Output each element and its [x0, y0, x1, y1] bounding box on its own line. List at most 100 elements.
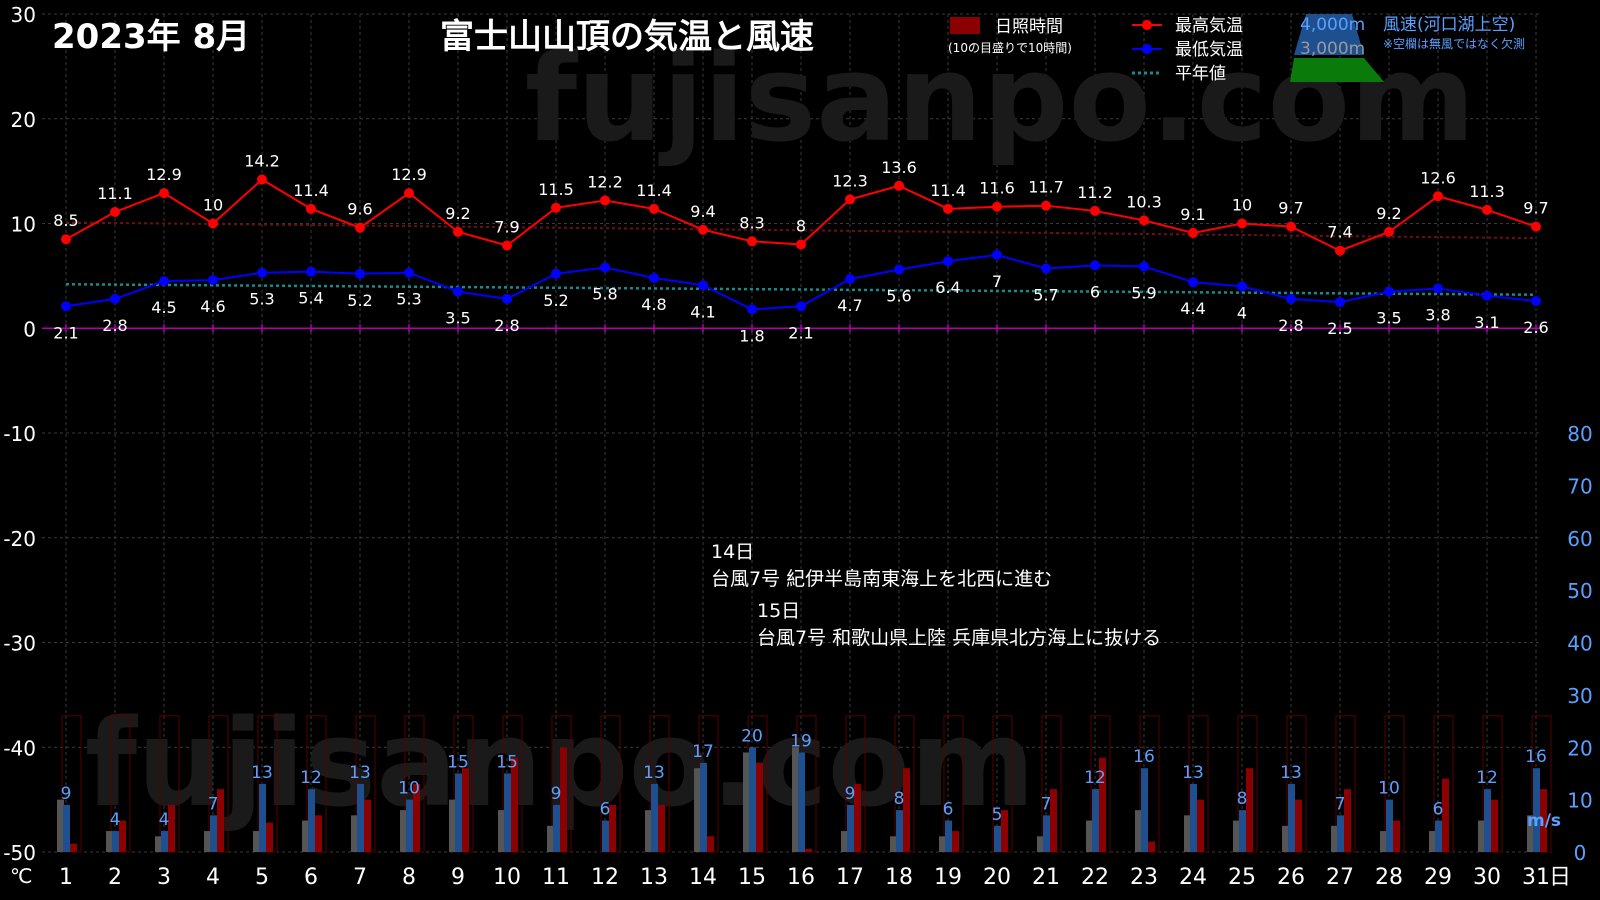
- min-temp-value-label: 5.4: [298, 289, 323, 308]
- wind-4000-bar: [651, 783, 658, 852]
- wind-4000-bar: [602, 820, 609, 852]
- max-temp-point: [110, 206, 120, 217]
- max-temp-point: [992, 201, 1002, 212]
- min-temp-point: [845, 274, 855, 285]
- temp-tick-label: 30: [11, 3, 36, 27]
- day-tick-label: 28: [1375, 865, 1403, 890]
- max-temp-value-label: 9.6: [347, 200, 372, 219]
- sunshine-bar: [903, 768, 910, 852]
- wind-value-label: 19: [790, 731, 812, 751]
- temp-tick-label: 20: [11, 108, 36, 132]
- wind-value-label: 13: [1182, 763, 1204, 783]
- max-temp-point: [1433, 191, 1443, 202]
- wind-value-label: 15: [447, 752, 469, 772]
- day-tick-label: 27: [1326, 865, 1354, 890]
- day-tick-label: 16: [787, 865, 815, 890]
- sunshine-bar: [70, 843, 77, 852]
- min-temp-point: [1433, 283, 1443, 294]
- day-tick-label: 12: [591, 865, 619, 890]
- wind-4000-bar: [1533, 768, 1540, 852]
- max-temp-point: [1286, 221, 1296, 232]
- chart-title: 富士山山頂の気温と風速: [440, 17, 814, 57]
- annotation-1-text: 台風7号 紀伊半島南東海上を北西に進む: [711, 568, 1052, 590]
- day-tick-label: 2: [108, 865, 122, 890]
- wind-value-label: 12: [1476, 768, 1498, 788]
- sunshine-bar: [1050, 789, 1057, 852]
- sunshine-bar: [756, 762, 763, 852]
- min-temp-point: [1482, 290, 1492, 301]
- wind-4000-bar: [1092, 789, 1099, 852]
- legend-min-label: 最低気温: [1175, 40, 1243, 60]
- min-temp-value-label: 2.1: [788, 323, 813, 342]
- day-tick-label: 4: [206, 865, 220, 890]
- bars: [57, 715, 1552, 853]
- wind-value-label: 8: [894, 789, 905, 809]
- sunshine-bar: [1197, 799, 1204, 852]
- max-temp-value-label: 7.4: [1327, 223, 1352, 242]
- wind-tick-label: 30: [1567, 684, 1592, 708]
- max-temp-point: [61, 234, 71, 245]
- wind-4000-bar: [357, 783, 364, 852]
- temp-tick-label: -40: [3, 736, 36, 760]
- wind-4000-bar: [749, 747, 756, 852]
- wind-3000-bar: [204, 831, 211, 852]
- wind-4000-bar: [1435, 820, 1442, 852]
- max-temp-value-label: 9.1: [1180, 205, 1205, 224]
- sunshine-bar: [1001, 810, 1008, 852]
- max-temp-point: [355, 222, 365, 233]
- day-tick-label: 31: [1522, 865, 1550, 890]
- mountain-icon-upper: [1294, 14, 1364, 55]
- wind-4000-bar: [63, 804, 70, 852]
- wind-value-label: 8: [1237, 789, 1248, 809]
- min-temp-point: [61, 301, 71, 312]
- day-tick-label: 30: [1473, 865, 1501, 890]
- grid: [42, 13, 1542, 853]
- min-temp-point: [1090, 260, 1100, 271]
- legend-normal-label: 平年値: [1175, 64, 1226, 84]
- annotation-2-date: 15日: [757, 600, 800, 622]
- max-temp-value-label: 14.2: [244, 152, 280, 171]
- max-temp-value-label: 11.7: [1028, 178, 1064, 197]
- wind-value-label: 13: [251, 763, 273, 783]
- sunshine-bar: [1246, 768, 1253, 852]
- wind-value-label: 6: [600, 800, 611, 820]
- wind-4000-bar: [259, 783, 266, 852]
- wind-tick-label: 80: [1567, 422, 1592, 446]
- day-tick-label: 7: [353, 865, 367, 890]
- legend: 日照時間 (10の目盛りで10時間) 最高気温 最低気温 平年値 4,000m …: [948, 14, 1525, 84]
- month-label: 2023年 8月: [52, 17, 250, 57]
- wind-value-label: 15: [496, 752, 518, 772]
- max-temp-value-label: 12.9: [391, 165, 427, 184]
- min-temp-value-label: 4.7: [837, 296, 862, 315]
- sunshine-bar: [462, 768, 469, 852]
- wind-3000-bar: [449, 799, 456, 852]
- max-temp-value-label: 12.6: [1420, 168, 1456, 187]
- wind-value-label: 17: [692, 742, 714, 762]
- day-tick-label: 3: [157, 865, 171, 890]
- day-tick-label: 9: [451, 865, 465, 890]
- min-temp-point: [110, 293, 120, 304]
- min-temp-value-label: 5.9: [1131, 283, 1156, 302]
- wind-3000-bar: [841, 831, 848, 852]
- wind-3000-bar: [253, 831, 260, 852]
- max-temp-value-label: 12.9: [146, 165, 182, 184]
- day-tick-label: 20: [983, 865, 1011, 890]
- max-temp-value-label: 8.5: [53, 211, 78, 230]
- max-temp-value-label: 12.2: [587, 172, 623, 191]
- day-suffix-label: 日: [1549, 865, 1571, 890]
- mountain-icon-lower: [1290, 58, 1384, 82]
- wind-4000-bar: [1239, 810, 1246, 852]
- sunshine-bar: [707, 836, 714, 852]
- wind-4000-bar: [1141, 768, 1148, 852]
- wind-3000-bar: [694, 768, 701, 852]
- day-tick-label: 13: [640, 865, 668, 890]
- max-temp-value-label: 10: [203, 196, 223, 215]
- min-temp-point: [208, 275, 218, 286]
- wind-4000-bar: [847, 804, 854, 852]
- min-temp-value-label: 5.7: [1033, 286, 1058, 305]
- legend-max-label: 最高気温: [1175, 16, 1243, 36]
- wind-tick-label: 70: [1567, 474, 1592, 498]
- min-temp-value-label: 3.8: [1425, 305, 1450, 324]
- wind-3000-bar: [1037, 836, 1044, 852]
- min-temp-point: [404, 267, 414, 278]
